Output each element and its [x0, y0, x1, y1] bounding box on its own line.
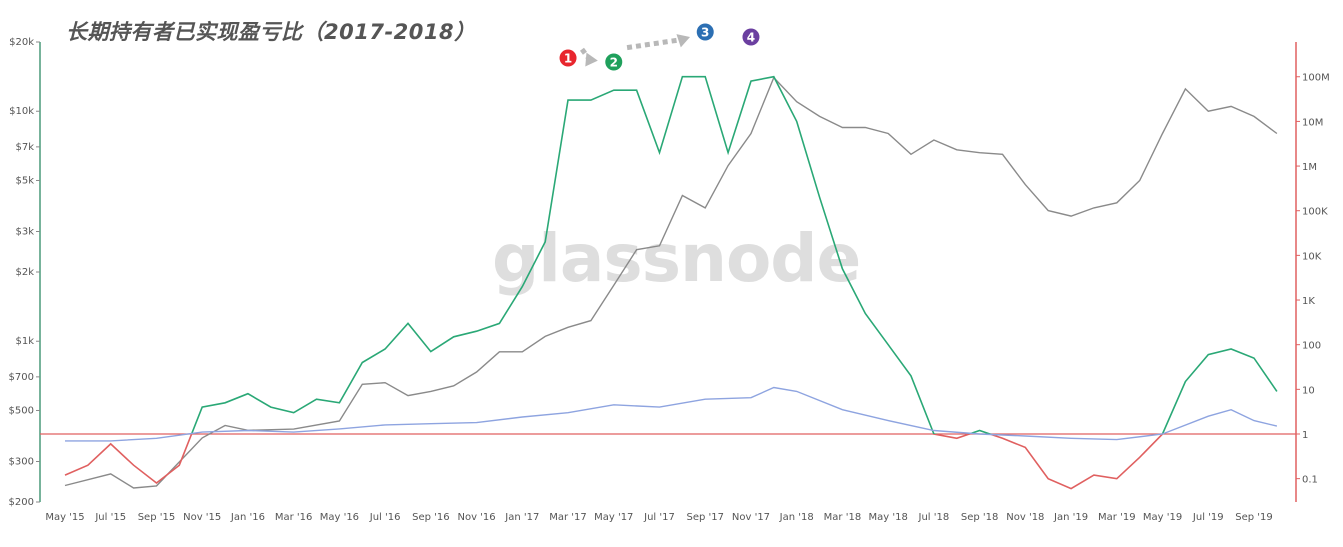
annotation-label-2: 2: [610, 56, 618, 70]
x-tick-label: May '18: [868, 512, 907, 523]
arrow-2-3-head: [676, 34, 691, 48]
annotation-label-4: 4: [747, 31, 755, 45]
left-tick-label: $3k: [15, 226, 34, 237]
left-tick-label: $200: [9, 497, 34, 508]
arrow-2-3-shaft: [626, 37, 683, 51]
right-tick-label: 1M: [1302, 162, 1317, 173]
x-tick-label: Mar '18: [824, 512, 862, 523]
chart-title: 长期持有者已实现盈亏比（2017-2018）: [66, 20, 476, 44]
series-line-2: [65, 386, 1278, 442]
right-tick-label: 0.1: [1302, 475, 1318, 486]
x-tick-label: Jul '18: [918, 512, 950, 523]
series-line-1-below: [64, 433, 1164, 490]
x-tick-label: Nov '18: [1006, 512, 1044, 523]
left-tick-label: $700: [9, 372, 34, 383]
annotation-label-1: 1: [564, 52, 572, 66]
x-tick-label: Jul '17: [643, 512, 675, 523]
x-tick-label: Mar '16: [275, 512, 313, 523]
x-tick-label: Jul '15: [94, 512, 126, 523]
x-tick-label: Mar '17: [549, 512, 587, 523]
x-tick-label: Mar '19: [1098, 512, 1136, 523]
watermark-logo: glassnode: [492, 220, 861, 297]
x-tick-label: Sep '16: [412, 512, 450, 523]
series-line-1-above: [190, 75, 1278, 434]
right-tick-label: 10: [1302, 385, 1315, 396]
left-tick-label: $20k: [9, 37, 34, 48]
series-line-0: [64, 76, 1278, 489]
annotation-marker-4: [742, 28, 760, 46]
right-tick-label: 100M: [1302, 73, 1330, 84]
x-tick-label: Sep '18: [961, 512, 999, 523]
x-tick-label: Sep '17: [686, 512, 724, 523]
arrow-1-2-head: [585, 52, 598, 67]
x-tick-label: Sep '19: [1235, 512, 1273, 523]
left-tick-label: $2k: [15, 267, 34, 278]
annotation-marker-3: [696, 23, 714, 41]
right-tick-label: 100: [1302, 341, 1321, 352]
x-tick-label: Nov '16: [457, 512, 495, 523]
x-tick-label: Nov '15: [183, 512, 221, 523]
right-tick-label: 100K: [1302, 207, 1328, 218]
x-tick-label: May '15: [45, 512, 84, 523]
x-tick-label: Jan '17: [504, 512, 539, 523]
x-tick-label: Jan '19: [1053, 512, 1088, 523]
right-tick-label: 10M: [1302, 117, 1323, 128]
left-tick-label: $7k: [15, 142, 34, 153]
right-tick-label: 1: [1302, 430, 1308, 441]
x-tick-label: Jul '16: [369, 512, 401, 523]
left-tick-label: $500: [9, 405, 34, 416]
x-tick-label: May '17: [594, 512, 633, 523]
x-tick-label: Nov '17: [732, 512, 770, 523]
x-tick-label: May '19: [1143, 512, 1182, 523]
right-tick-label: 1K: [1302, 296, 1315, 307]
left-tick-label: $5k: [15, 175, 34, 186]
left-tick-label: $300: [9, 456, 34, 467]
x-tick-label: Jul '19: [1192, 512, 1224, 523]
annotation-label-3: 3: [701, 26, 709, 40]
annotation-marker-1: [559, 49, 577, 67]
x-tick-label: Jan '16: [230, 512, 265, 523]
x-tick-label: May '16: [320, 512, 359, 523]
x-tick-label: Jan '18: [779, 512, 814, 523]
right-tick-label: 10K: [1302, 251, 1322, 262]
x-tick-label: Sep '15: [138, 512, 176, 523]
left-tick-label: $10k: [9, 106, 34, 117]
annotation-marker-2: [605, 53, 623, 71]
left-tick-label: $1k: [15, 336, 34, 347]
